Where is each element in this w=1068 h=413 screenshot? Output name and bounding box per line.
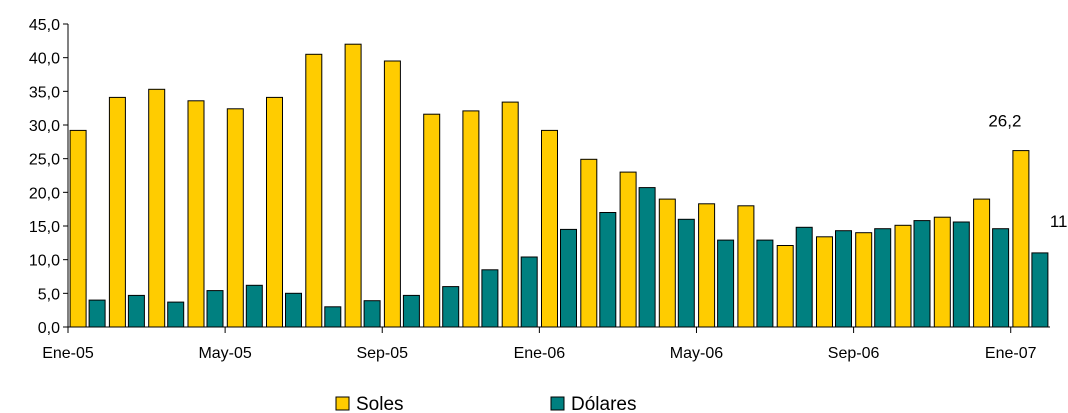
bar-dolares (520, 256, 538, 328)
bar-dolares (952, 221, 970, 328)
bar-dolares (835, 230, 852, 328)
bar-soles (462, 110, 480, 328)
y-tick-label: 5,0 (38, 286, 60, 303)
x-tick-label: Sep-06 (828, 345, 880, 362)
bar-soles (344, 43, 362, 328)
bar-soles (423, 113, 441, 328)
bar-soles (658, 198, 676, 328)
bar-dolares (402, 294, 420, 328)
bar-dolares (599, 212, 617, 328)
x-tick-label: Ene-06 (514, 345, 566, 362)
legend-swatch-dolares (550, 396, 565, 411)
bar-soles (619, 171, 637, 328)
data-label: 11,0 (1050, 212, 1068, 231)
bar-soles (933, 216, 951, 328)
y-tick-label: 40,0 (29, 51, 60, 68)
bar-dolares (285, 292, 302, 328)
bar-dolares (992, 228, 1010, 328)
bar-soles (737, 205, 755, 328)
bar-soles (1012, 150, 1030, 328)
bar-soles (226, 108, 244, 328)
bar-soles (266, 96, 283, 328)
bar-soles (501, 101, 519, 328)
bars-layer (69, 43, 1049, 328)
legend: Soles Dólares (335, 394, 636, 413)
bar-dolares (1031, 252, 1049, 328)
y-tick-label: 30,0 (29, 118, 60, 135)
bar-soles (580, 158, 598, 328)
x-tick-label: Ene-07 (985, 345, 1037, 362)
bar-dolares (638, 187, 656, 328)
bar-dolares (206, 290, 224, 328)
bar-dolares (795, 226, 813, 328)
bar-soles (894, 224, 912, 328)
bar-dolares (88, 299, 106, 328)
bar-soles (148, 88, 166, 328)
bar-dolares (717, 239, 735, 328)
bar-dolares (127, 294, 145, 328)
bar-soles (698, 203, 716, 328)
y-tick-label: 35,0 (29, 84, 60, 101)
bar-dolares (677, 218, 695, 328)
bar-soles (108, 96, 126, 328)
bar-dolares (442, 286, 460, 328)
bar-soles (187, 100, 205, 328)
bar-soles (816, 236, 833, 328)
y-tick-label: 45,0 (29, 17, 60, 34)
x-tick-label: May-05 (198, 345, 251, 362)
bar-soles (69, 129, 87, 328)
bar-dolares (913, 220, 931, 328)
bar-dolares (560, 228, 577, 328)
y-tick-label: 0,0 (38, 320, 60, 337)
bar-dolares (245, 284, 263, 328)
bar-soles (855, 232, 873, 328)
legend-label-soles: Soles (356, 394, 404, 413)
x-tick-label: May-06 (670, 345, 723, 362)
bar-soles (305, 53, 323, 328)
legend-swatch-soles (335, 396, 350, 411)
bar-dolares (363, 300, 381, 328)
bar-soles (541, 129, 558, 328)
axes-layer (63, 23, 1050, 333)
bar-soles (383, 60, 401, 328)
y-tick-label: 15,0 (29, 219, 60, 236)
bar-soles (776, 245, 794, 328)
legend-label-dolares: Dólares (571, 394, 636, 413)
labels-layer: 0,0 5,0 10,0 15,0 20,0 25,0 30,0 35,0 40,0 45,0 En… (29, 17, 1068, 362)
bar-dolares (167, 301, 185, 328)
bar-dolares (756, 239, 774, 328)
data-label: 26,2 (988, 112, 1021, 131)
bar-dolares (874, 228, 892, 328)
y-tick-label: 25,0 (29, 152, 60, 169)
y-tick-label: 20,0 (29, 185, 60, 202)
bar-dolares (324, 306, 342, 328)
y-tick-label: 10,0 (29, 253, 60, 270)
bar-dolares (481, 269, 499, 328)
x-tick-label: Sep-05 (356, 345, 408, 362)
x-tick-label: Ene-05 (42, 345, 94, 362)
bar-soles (973, 198, 991, 328)
